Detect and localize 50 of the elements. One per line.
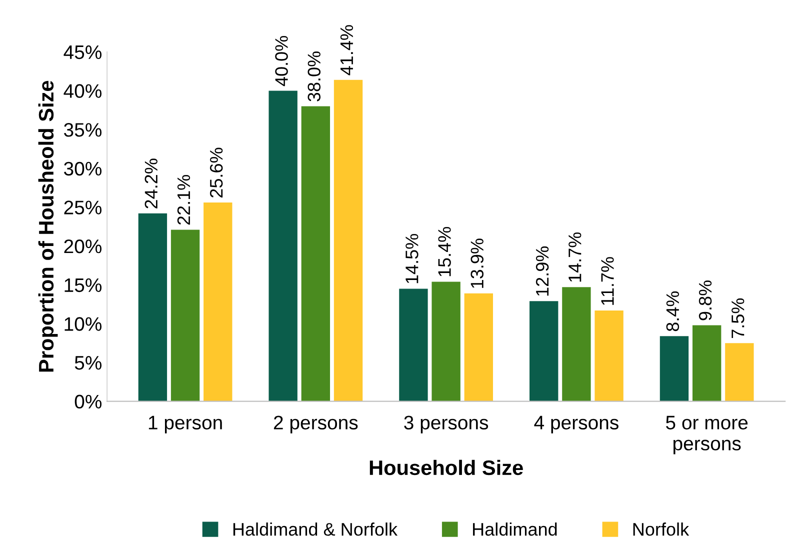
bar — [594, 310, 624, 402]
y-tick-label: 25% — [64, 200, 102, 214]
x-tick-label: 5 or more persons — [666, 416, 748, 454]
y-axis-title: Proportion of Housheold Size — [38, 80, 58, 372]
y-tick-label: 35% — [64, 122, 102, 137]
legend-label: Norfolk — [633, 522, 690, 536]
legend-label: Haldimand & Norfolk — [233, 522, 398, 536]
y-tick-label: 10% — [64, 317, 102, 331]
data-label: 22.1% — [177, 174, 190, 225]
y-tick-label: 40% — [64, 84, 102, 98]
y-tick-label: 30% — [64, 162, 102, 176]
data-label: 15.4% — [438, 227, 451, 276]
x-tick-label: 2 persons — [274, 416, 358, 434]
bar — [268, 90, 298, 402]
bar — [562, 287, 591, 402]
x-axis-title: Household Size — [370, 460, 523, 476]
legend-label: Haldimand — [473, 522, 557, 536]
x-tick-label: 4 persons — [534, 416, 618, 434]
data-label: 13.9% — [470, 238, 484, 288]
y-tick-label: 15% — [64, 278, 102, 292]
data-label: 25.6% — [210, 148, 223, 198]
bar — [170, 230, 200, 402]
bar — [138, 213, 168, 402]
bar — [725, 343, 754, 402]
x-tick-label: 1 person — [148, 416, 222, 434]
data-label: 9.8% — [698, 280, 712, 320]
data-label: 38.0% — [308, 52, 321, 102]
data-label: 41.4% — [340, 25, 354, 76]
bar — [399, 288, 428, 402]
data-label: 7.5% — [732, 298, 744, 338]
data-label: 11.7% — [601, 257, 614, 305]
data-label: 12.9% — [536, 246, 549, 296]
bar — [204, 202, 232, 402]
bar — [334, 80, 363, 402]
x-tick-label: 3 persons — [404, 416, 488, 434]
data-label: 8.4% — [666, 291, 680, 332]
bar — [301, 106, 330, 402]
bar — [692, 325, 722, 402]
y-tick-label: 0% — [74, 394, 102, 409]
data-label: 14.5% — [406, 234, 418, 284]
y-tick-label: 5% — [74, 356, 102, 370]
bar — [464, 293, 493, 402]
bar — [432, 282, 460, 402]
bar — [660, 336, 689, 402]
bar — [530, 301, 558, 402]
data-label: 24.2% — [144, 158, 158, 208]
data-label: 14.7% — [568, 232, 582, 282]
y-tick-label: 45% — [64, 45, 102, 60]
data-label: 40.0% — [275, 36, 288, 86]
y-tick-label: 20% — [64, 239, 102, 254]
